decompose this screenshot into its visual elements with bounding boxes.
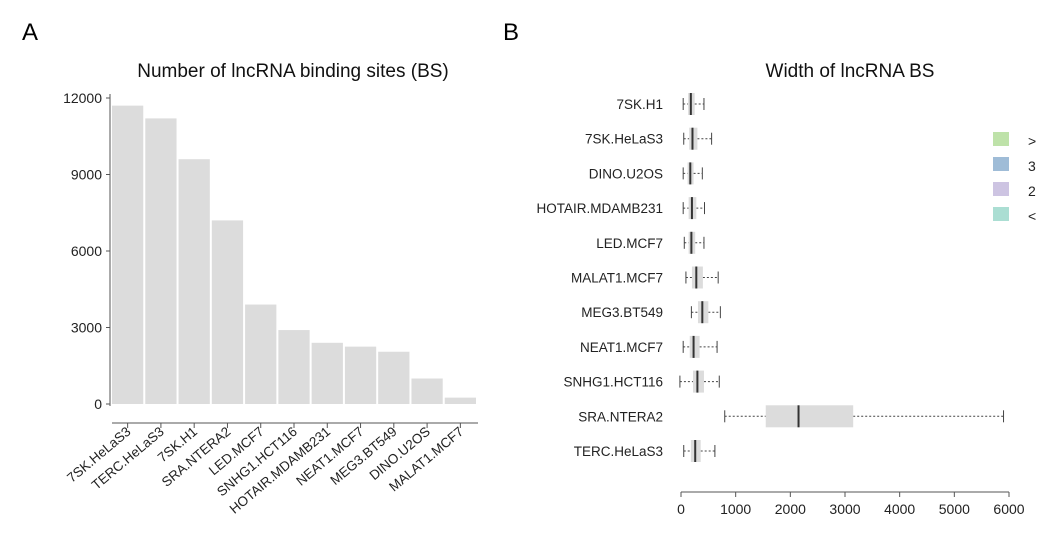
bar: [278, 330, 310, 404]
y-category-label: MEG3.BT549: [581, 305, 663, 320]
bar: [344, 346, 377, 404]
y-category-label: SRA.NTERA2: [578, 409, 663, 424]
x-tick-label: 2000: [775, 501, 806, 517]
legend-label: >: [1028, 133, 1036, 149]
bar: [311, 342, 343, 404]
y-tick-label: 9000: [71, 167, 102, 183]
legend-swatch: [993, 157, 1009, 171]
legend-label: 3: [1028, 158, 1036, 174]
y-tick-label: 6000: [71, 243, 102, 259]
y-category-label: NEAT1.MCF7: [580, 340, 663, 355]
y-category-label: TERC.HeLaS3: [574, 444, 663, 459]
box: [693, 370, 704, 393]
y-category-label: LED.MCF7: [596, 236, 663, 251]
y-category-label: 7SK.HeLaS3: [585, 132, 663, 147]
bar-chart-title: Number of lncRNA binding sites (BS): [137, 61, 449, 82]
panel-label-a: A: [22, 19, 38, 46]
legend-swatch: [993, 207, 1009, 221]
legend-swatch: [993, 182, 1009, 196]
legend-swatch: [993, 132, 1009, 146]
x-tick-label: 5000: [939, 501, 970, 517]
legend-label: <: [1028, 208, 1036, 224]
x-tick-label: 0: [677, 501, 685, 517]
y-category-label: HOTAIR.MDAMB231: [536, 201, 663, 216]
x-tick-label: 3000: [829, 501, 860, 517]
legend-partial: >3 2 <: [993, 132, 1036, 224]
legend-label: 2: [1028, 183, 1036, 199]
x-tick-label: 4000: [884, 501, 915, 517]
y-category-label: MALAT1.MCF7: [571, 271, 663, 286]
bar: [211, 220, 244, 404]
boxplot-title: Width of lncRNA BS: [766, 61, 935, 82]
y-category-label: 7SK.H1: [616, 97, 663, 112]
y-category-label: DINO.U2OS: [589, 166, 663, 181]
box: [691, 266, 703, 289]
bar: [378, 351, 410, 404]
box: [765, 405, 854, 428]
bar: [112, 105, 144, 405]
y-tick-label: 12000: [63, 90, 102, 106]
y-category-label: SNHG1.HCT116: [563, 375, 663, 390]
bar: [178, 159, 210, 404]
bar-chart: 0300060009000120007SK.HeLaS3TERC.HeLaS37…: [63, 90, 478, 517]
y-tick-label: 0: [94, 396, 102, 412]
box: [689, 335, 700, 358]
bar: [145, 118, 177, 405]
bar: [411, 378, 443, 404]
panel-label-b: B: [503, 19, 519, 46]
bar: [245, 304, 277, 404]
x-tick-label: 6000: [993, 501, 1024, 517]
boxplot-chart: 7SK.H1 7SK.HeLaS3 DINO.U2OS HOTAIR.MDAMB231…: [536, 93, 1025, 517]
bar: [444, 397, 476, 404]
y-tick-label: 3000: [71, 320, 102, 336]
x-tick-label: 1000: [720, 501, 751, 517]
